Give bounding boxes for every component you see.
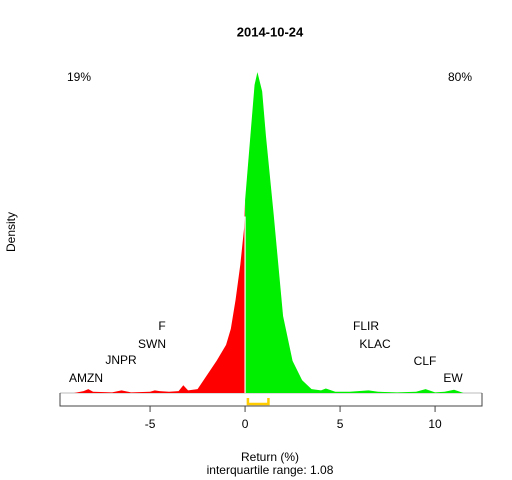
y-axis-label: Density: [4, 212, 18, 252]
stock-label: CLF: [414, 354, 437, 368]
chart-title: 2014-10-24: [237, 24, 304, 39]
negative-area: [74, 200, 246, 393]
stock-label: AMZN: [69, 371, 103, 385]
positive-area: [245, 72, 464, 393]
quartile-bracket: [246, 398, 270, 406]
x-axis-label: Return (%): [241, 450, 299, 464]
stock-label: F: [158, 319, 165, 333]
x-tick-label: 0: [242, 417, 249, 431]
x-tick-label: 5: [337, 417, 344, 431]
stock-label: JNPR: [105, 353, 137, 367]
subtitle: interquartile range: 1.08: [207, 463, 334, 477]
x-tick-label: 10: [428, 417, 442, 431]
stock-label: EW: [443, 371, 463, 385]
share-label: 80%: [448, 70, 472, 84]
share-label: 19%: [67, 70, 91, 84]
stock-label: SWN: [138, 337, 166, 351]
stock-label: FLIR: [353, 319, 379, 333]
stock-label: KLAC: [359, 337, 391, 351]
axis-frame: [59, 393, 483, 407]
x-tick-label: -5: [145, 417, 156, 431]
